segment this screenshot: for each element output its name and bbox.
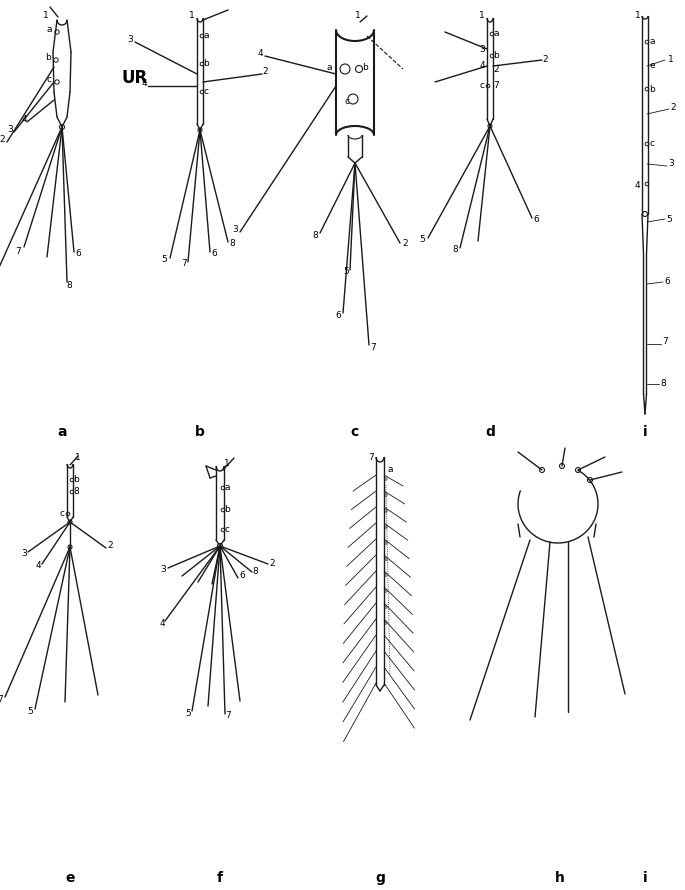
Text: 2: 2 — [269, 559, 275, 568]
Text: 5: 5 — [161, 255, 167, 264]
Text: c: c — [60, 509, 64, 519]
Text: 5: 5 — [419, 236, 425, 245]
Text: 6: 6 — [239, 571, 245, 580]
Text: c: c — [649, 140, 654, 149]
Text: 4: 4 — [634, 182, 640, 190]
Text: 3: 3 — [668, 159, 674, 168]
Text: 7: 7 — [662, 337, 668, 346]
Text: 3: 3 — [21, 549, 27, 559]
Text: 8: 8 — [229, 239, 235, 247]
Text: 1: 1 — [479, 12, 485, 20]
Text: a: a — [203, 31, 209, 41]
Text: c: c — [225, 525, 229, 535]
Text: a: a — [58, 425, 66, 439]
Text: b: b — [45, 53, 51, 62]
Text: 2: 2 — [493, 64, 499, 74]
Text: b: b — [493, 52, 499, 61]
Text: 8: 8 — [252, 567, 258, 576]
Text: 8: 8 — [66, 280, 72, 289]
Text: 6: 6 — [664, 277, 670, 286]
Text: i: i — [643, 871, 647, 885]
Text: 7: 7 — [493, 82, 499, 91]
Text: UR: UR — [122, 69, 148, 87]
Text: 5: 5 — [27, 707, 33, 716]
Text: c: c — [479, 82, 484, 91]
Text: i: i — [643, 425, 647, 439]
Text: 1: 1 — [43, 11, 49, 20]
Text: 2: 2 — [402, 239, 408, 247]
Text: 3: 3 — [160, 565, 166, 575]
Text: c: c — [351, 425, 359, 439]
Text: 4: 4 — [141, 79, 147, 88]
Text: b: b — [73, 475, 79, 484]
Circle shape — [348, 94, 358, 104]
Text: g: g — [375, 871, 385, 885]
Text: c: c — [203, 87, 208, 96]
Text: b: b — [224, 506, 230, 514]
Text: 8: 8 — [73, 488, 79, 497]
Text: 6: 6 — [211, 249, 217, 258]
Text: 1: 1 — [189, 12, 195, 20]
Text: c: c — [345, 98, 349, 107]
Text: 1: 1 — [635, 12, 641, 20]
Text: 4: 4 — [35, 562, 41, 570]
Text: 4: 4 — [479, 61, 485, 70]
Text: b: b — [203, 60, 209, 69]
Text: f: f — [217, 871, 223, 885]
Text: a: a — [47, 26, 52, 35]
Text: a: a — [493, 29, 499, 38]
Text: 8: 8 — [312, 231, 318, 239]
Text: b: b — [195, 425, 205, 439]
Text: 3: 3 — [232, 224, 238, 233]
Text: a: a — [649, 37, 655, 46]
Text: a: a — [224, 483, 229, 492]
Text: d: d — [485, 425, 495, 439]
Text: 2: 2 — [0, 135, 5, 144]
Text: 2: 2 — [670, 102, 676, 111]
Text: 1: 1 — [75, 454, 81, 463]
Text: 1: 1 — [224, 459, 230, 468]
Text: 7: 7 — [181, 260, 187, 269]
Text: 2: 2 — [107, 541, 113, 551]
Text: 7: 7 — [15, 247, 21, 255]
Text: 4: 4 — [159, 619, 165, 628]
Text: 6: 6 — [75, 249, 81, 258]
Text: 6: 6 — [533, 214, 539, 223]
Text: 8: 8 — [660, 379, 666, 389]
Text: 5: 5 — [185, 708, 191, 717]
Text: 7: 7 — [368, 452, 374, 462]
Text: 3: 3 — [7, 125, 13, 134]
Text: 6: 6 — [335, 311, 341, 320]
Text: 7: 7 — [370, 343, 376, 352]
Text: b: b — [362, 62, 368, 71]
Text: 5: 5 — [666, 214, 672, 223]
Text: c: c — [47, 76, 51, 85]
Text: 1: 1 — [668, 54, 674, 63]
Text: 4: 4 — [21, 116, 27, 125]
Text: 2: 2 — [262, 68, 268, 77]
Text: a: a — [387, 465, 393, 474]
Text: 4: 4 — [257, 50, 263, 59]
Text: e: e — [649, 61, 655, 70]
Text: 1: 1 — [355, 12, 361, 20]
Text: 2: 2 — [543, 54, 548, 63]
Text: 8: 8 — [452, 246, 458, 255]
Text: b: b — [649, 85, 655, 93]
Text: 7: 7 — [225, 711, 231, 721]
Text: 3: 3 — [479, 44, 485, 53]
Text: e: e — [65, 871, 75, 885]
Text: 5: 5 — [343, 268, 349, 277]
Text: 7: 7 — [0, 694, 3, 703]
Text: a: a — [326, 62, 332, 71]
Text: h: h — [555, 871, 565, 885]
Text: 3: 3 — [127, 36, 133, 44]
